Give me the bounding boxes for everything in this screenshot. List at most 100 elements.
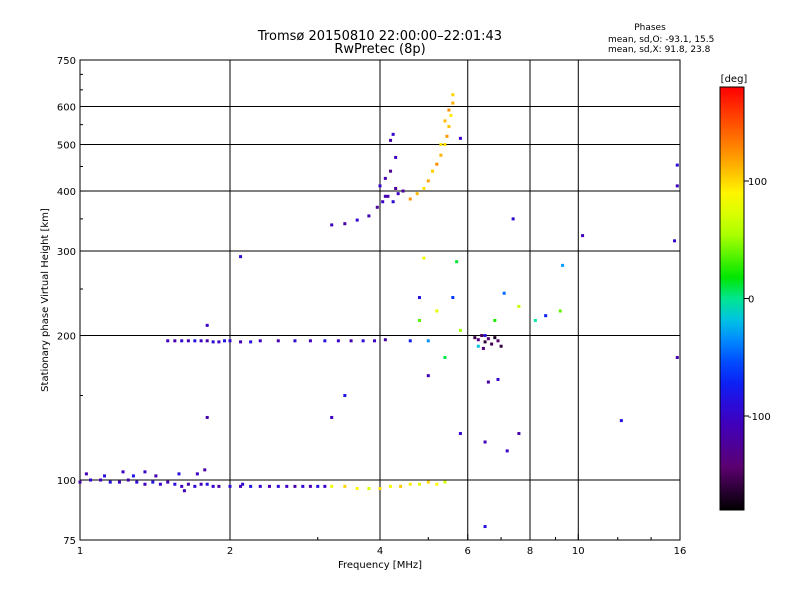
data-point [473, 336, 477, 340]
data-point [121, 470, 125, 474]
data-point [483, 525, 487, 529]
data-point [276, 339, 280, 343]
phases-o-stats: mean, sd,O: -93.1, 15.5 [608, 35, 714, 45]
data-point [447, 108, 451, 112]
data-point [451, 101, 455, 105]
data-point [151, 480, 155, 484]
data-point [258, 339, 262, 343]
data-point [316, 484, 320, 488]
y-tick-label: 100 [57, 476, 76, 487]
data-point [199, 339, 203, 343]
colorbar-tick-label: -100 [748, 412, 771, 423]
data-point [180, 339, 184, 343]
data-point [399, 484, 403, 488]
data-point [435, 482, 439, 486]
data-point [455, 260, 459, 264]
data-point [103, 474, 107, 478]
data-point [451, 93, 455, 97]
data-point [673, 239, 677, 243]
data-point [154, 474, 158, 478]
data-point [308, 339, 312, 343]
data-point [195, 472, 199, 476]
data-point [401, 189, 405, 193]
data-point [502, 291, 506, 295]
data-point [383, 194, 387, 198]
y-tick-label: 600 [57, 103, 76, 114]
data-point [239, 255, 243, 259]
data-point [205, 482, 209, 486]
data-point [361, 339, 365, 343]
data-point [373, 339, 377, 343]
data-point [193, 339, 197, 343]
data-point [193, 484, 197, 488]
data-point [228, 484, 232, 488]
data-point [447, 125, 451, 129]
data-point [558, 309, 562, 313]
data-points-layer [78, 93, 679, 529]
y-tick-label: 75 [63, 536, 76, 547]
data-point [483, 340, 487, 344]
phases-heading: Phases [634, 23, 666, 33]
data-point [499, 344, 503, 348]
data-point [443, 143, 447, 147]
data-point [367, 487, 371, 491]
data-point [223, 339, 227, 343]
data-point [445, 134, 449, 138]
y-tick-label: 200 [57, 332, 76, 343]
data-point [203, 468, 207, 472]
data-point [89, 478, 93, 482]
data-point [211, 340, 215, 344]
data-point [517, 304, 521, 308]
y-tick-label: 400 [57, 187, 76, 198]
data-point [481, 346, 485, 350]
data-point [458, 328, 462, 332]
data-point [258, 484, 262, 488]
data-point [443, 119, 447, 123]
data-point [293, 339, 297, 343]
data-point [249, 484, 253, 488]
data-point [493, 318, 497, 322]
data-point [378, 184, 382, 188]
data-point [343, 484, 347, 488]
data-point [426, 179, 430, 183]
y-tick-label: 500 [57, 141, 76, 152]
data-point [483, 440, 487, 444]
data-point [458, 136, 462, 140]
data-point [533, 318, 537, 322]
data-point [228, 339, 232, 343]
x-tick-label: 16 [674, 546, 687, 557]
data-point [415, 192, 419, 196]
data-point [483, 334, 487, 338]
data-point [293, 484, 297, 488]
data-point [417, 318, 421, 322]
data-point [476, 338, 480, 342]
x-axis-label: Frequency [MHz] [338, 560, 422, 571]
data-point [323, 484, 327, 488]
data-point [211, 484, 215, 488]
data-point [391, 200, 395, 204]
data-point [241, 482, 245, 486]
data-point [173, 339, 177, 343]
data-point [117, 480, 121, 484]
data-point [408, 197, 412, 201]
data-point [349, 339, 353, 343]
data-point [511, 217, 515, 221]
data-point [126, 478, 130, 482]
data-point [217, 340, 221, 344]
chart-title-line1: Tromsø 20150810 22:00:00–22:01:43 [257, 29, 502, 44]
data-point [177, 472, 181, 476]
data-point [135, 480, 139, 484]
data-point [343, 394, 347, 398]
x-tick-label: 1 [77, 546, 83, 557]
data-point [426, 480, 430, 484]
data-point [330, 415, 334, 419]
data-point [285, 484, 289, 488]
data-point [166, 480, 170, 484]
data-point [276, 484, 280, 488]
data-point [84, 472, 88, 476]
data-point [480, 334, 484, 338]
data-point [367, 214, 371, 218]
data-point [267, 484, 271, 488]
colorbar-tick-label: 0 [748, 295, 754, 306]
